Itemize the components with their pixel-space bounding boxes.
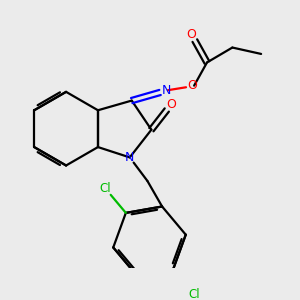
Text: O: O (166, 98, 176, 111)
Text: N: N (162, 84, 171, 97)
Text: Cl: Cl (188, 288, 200, 300)
Text: O: O (188, 80, 197, 92)
Text: N: N (125, 151, 134, 164)
Text: O: O (187, 28, 196, 41)
Text: Cl: Cl (99, 182, 111, 195)
